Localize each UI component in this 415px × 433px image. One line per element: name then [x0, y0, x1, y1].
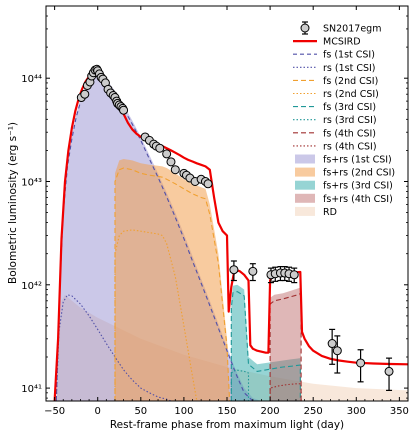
legend-label: fs+rs (1st CSI)	[323, 155, 392, 166]
legend-item-fs-4th-csi: fs (4th CSI)	[293, 128, 376, 139]
data-point	[155, 143, 165, 153]
marker	[229, 265, 239, 275]
series-layer	[53, 71, 408, 401]
series-fs-rs-3rd-csi	[231, 284, 301, 401]
legend-label: fs (4th CSI)	[323, 128, 376, 139]
x-tick-label: 300	[347, 406, 366, 417]
x-axis-label: Rest-frame phase from maximum light (day…	[110, 419, 344, 431]
legend-item-fs-rs-4th-csi: fs+rs (4th CSI)	[295, 193, 393, 205]
legend-item-rs-4th-csi: rs (4th CSI)	[293, 141, 377, 152]
data-point	[203, 179, 213, 189]
legend-label: fs+rs (2nd CSI)	[323, 168, 395, 179]
legend-swatch	[295, 206, 315, 216]
data-point	[332, 335, 342, 374]
data-point	[289, 267, 299, 284]
data-point	[248, 263, 258, 282]
data-point	[229, 260, 239, 282]
legend-label: rs (3rd CSI)	[323, 115, 377, 126]
legend-label: RD	[323, 207, 337, 218]
legend-item-fs-1st-csi: fs (1st CSI)	[293, 50, 375, 61]
legend-swatch	[295, 167, 315, 177]
legend-label: fs+rs (3rd CSI)	[323, 181, 393, 192]
marker	[170, 165, 180, 175]
legend-item-mcsird: MCSIRD	[293, 37, 361, 48]
legend-label: rs (2nd CSI)	[323, 89, 379, 100]
legend-label: fs (2nd CSI)	[323, 76, 378, 87]
legend-item-rs-3rd-csi: rs (3rd CSI)	[293, 115, 377, 126]
marker	[289, 270, 299, 280]
axis-ticks: −50 0 50 100 150 200 250 300 350 10⁴¹ 10⁴² 10⁴³ 10⁴⁴	[21, 6, 409, 417]
data-point	[384, 357, 394, 391]
x-tick-label: 250	[304, 406, 323, 417]
x-tick-label: 100	[174, 406, 193, 417]
data-point	[80, 89, 90, 99]
y-tick-label: 10⁴³	[21, 177, 42, 188]
legend-swatch	[295, 193, 315, 203]
legend-label: fs (3rd CSI)	[323, 102, 376, 113]
marker	[332, 346, 342, 356]
marker	[80, 89, 90, 99]
legend-label: SN2017egm	[323, 24, 381, 35]
legend-item-fs-rs-2nd-csi: fs+rs (2nd CSI)	[295, 167, 395, 179]
legend-label: rs (4th CSI)	[323, 141, 377, 152]
series-fs-rs-2nd-csi	[115, 159, 230, 401]
x-tick-label: 50	[134, 406, 147, 417]
marker	[162, 149, 172, 159]
marker	[119, 105, 129, 115]
legend-marker	[300, 23, 310, 33]
data-point	[356, 349, 366, 383]
marker	[327, 339, 337, 349]
y-tick-label: 10⁴¹	[21, 384, 42, 395]
series-fs-rs-4th-csi	[270, 287, 302, 401]
legend: SN2017egm MCSIRD fs (1st CSI) rs (1st CSI) f…	[293, 21, 395, 218]
marker	[248, 266, 258, 276]
legend-item-rs-2nd-csi: rs (2nd CSI)	[293, 89, 379, 100]
legend-item-fs-rs-1st-csi: fs+rs (1st CSI)	[295, 154, 392, 166]
legend-item-fs-2nd-csi: fs (2nd CSI)	[293, 76, 378, 87]
legend-item-fs-rs-3rd-csi: fs+rs (3rd CSI)	[295, 180, 393, 192]
marker	[356, 358, 366, 368]
legend-label: rs (1st CSI)	[323, 63, 376, 74]
y-tick-label: 10⁴²	[21, 281, 42, 292]
data-point	[119, 105, 129, 115]
legend-label: fs (1st CSI)	[323, 50, 375, 61]
marker	[166, 157, 176, 167]
legend-label: fs+rs (4th CSI)	[323, 194, 393, 205]
legend-label: MCSIRD	[323, 37, 361, 48]
legend-item-sn2017egm: SN2017egm	[300, 21, 381, 35]
data-point	[170, 165, 180, 175]
data-points-layer	[76, 64, 394, 391]
legend-swatch	[295, 180, 315, 190]
legend-swatch	[295, 154, 315, 164]
data-point	[327, 328, 337, 365]
y-axis-label: Bolometric luminosity (erg s⁻¹)	[7, 122, 19, 284]
plot-frame	[45, 5, 409, 402]
legend-item-fs-3rd-csi: fs (3rd CSI)	[293, 102, 376, 113]
x-tick-label: 150	[217, 406, 236, 417]
data-point	[166, 157, 176, 167]
series-fs-2nd-csi	[114, 167, 231, 401]
y-tick-label: 10⁴⁴	[21, 74, 42, 85]
marker	[203, 179, 213, 189]
series-fs-4th-csi	[269, 293, 302, 401]
legend-item-rs-1st-csi: rs (1st CSI)	[293, 63, 376, 74]
x-tick-label: 0	[95, 406, 101, 417]
series-fs-1st-csi	[55, 75, 254, 401]
marker	[155, 143, 165, 153]
x-tick-label: 350	[390, 406, 409, 417]
data-point	[162, 149, 172, 159]
marker	[384, 366, 394, 376]
x-tick-label: −50	[44, 406, 65, 417]
x-tick-label: 200	[261, 406, 280, 417]
legend-item-rd: RD	[295, 206, 337, 218]
